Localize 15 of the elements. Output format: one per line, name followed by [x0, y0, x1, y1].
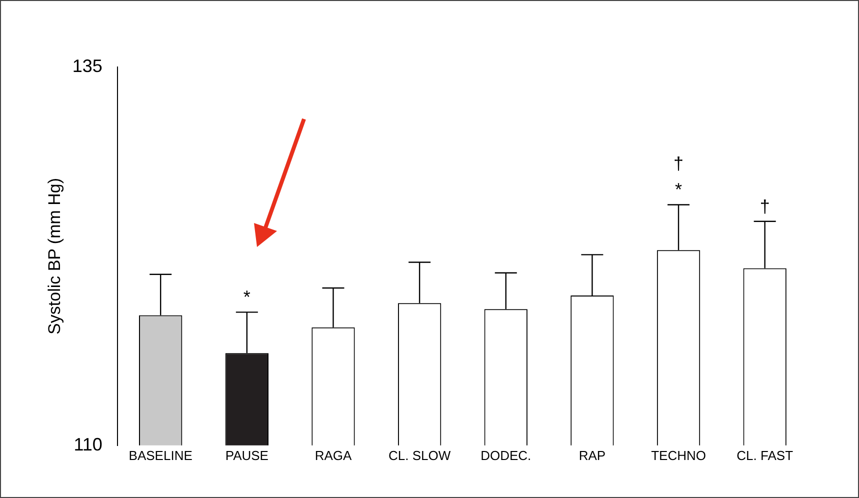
x-tick-label: PAUSE	[225, 448, 269, 463]
annotation: *	[675, 180, 682, 200]
y-axis-title: Systolic BP (mm Hg)	[44, 178, 64, 334]
x-tick-label: CL. FAST	[736, 448, 794, 463]
y-tick-label: 135	[72, 56, 102, 76]
y-tick-label: 110	[74, 434, 102, 454]
x-tick-label: BASELINE	[128, 448, 193, 463]
annotation: †	[674, 154, 684, 174]
x-tick-label: CL. SLOW	[388, 448, 452, 463]
annotation: †	[760, 196, 770, 216]
x-tick-label: RAGA	[314, 448, 352, 463]
x-tick-label: TECHNO	[651, 448, 706, 463]
annotation: *	[243, 287, 250, 308]
x-tick-label: RAP	[578, 448, 606, 463]
x-tick-label: DODEC.	[480, 448, 532, 463]
